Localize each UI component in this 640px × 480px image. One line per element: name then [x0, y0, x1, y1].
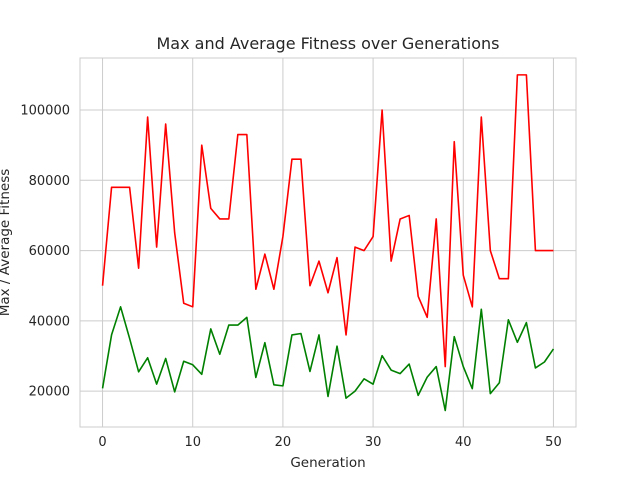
average-fitness-line [101, 306, 555, 412]
tick-labels: 0 10 20 30 40 50 20000 40000 60000 80000 100000 [20, 104, 561, 450]
y-tick-label: 40000 [29, 314, 70, 329]
plot-frame [79, 57, 577, 428]
x-tick-label: 50 [545, 435, 562, 450]
series-lines [101, 74, 555, 412]
x-tick-label: 10 [184, 435, 201, 450]
chart-title: Max and Average Fitness over Generations [157, 34, 500, 53]
x-tick-label: 0 [98, 435, 106, 450]
x-tick-label: 30 [365, 435, 382, 450]
max-fitness-line [101, 74, 554, 368]
x-tick-label: 40 [455, 435, 472, 450]
y-tick-label: 100000 [20, 104, 70, 119]
y-tick-label: 80000 [29, 174, 70, 189]
y-tick-label: 60000 [29, 244, 70, 259]
grid [80, 58, 576, 427]
y-axis-label: Max / Average Fitness [0, 169, 13, 317]
x-tick-label: 20 [275, 435, 292, 450]
y-tick-label: 20000 [29, 385, 70, 400]
x-axis-label: Generation [290, 455, 365, 471]
